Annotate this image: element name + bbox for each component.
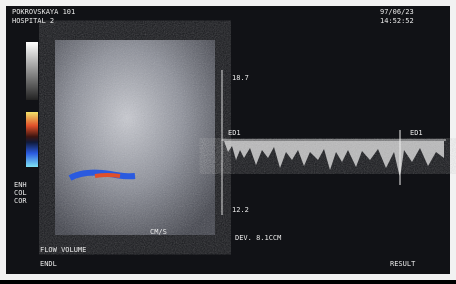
gray-scale-bar <box>26 42 38 100</box>
header-text: 97/06/23 <box>380 8 414 16</box>
color-flow <box>95 175 120 176</box>
footer-text: CM/S <box>150 228 167 236</box>
spectrum-noise <box>222 141 444 171</box>
color-scale-bar <box>26 112 38 167</box>
header-text: POKROVSKAYA 101 <box>12 8 75 16</box>
spectrum-label: ED1 <box>228 129 241 137</box>
side-label: ENH <box>14 181 27 189</box>
scale-label: 18.7 <box>232 74 249 82</box>
footer-text: RESULT <box>390 260 416 268</box>
ultrasound-screen: POKROVSKAYA 101 HOSPITAL 2 97/06/23 14:5… <box>0 0 456 280</box>
side-label: COL <box>14 189 27 197</box>
spectrum-label: ED1 <box>410 129 423 137</box>
speckle <box>55 40 215 235</box>
side-label: COR <box>14 197 27 205</box>
footer-text: ENDL <box>40 260 57 268</box>
footer-text: DEV. 8.1CCM <box>235 234 281 242</box>
header-text: 14:52:52 <box>380 17 414 25</box>
header-text: HOSPITAL 2 <box>12 17 54 25</box>
footer-text: FLOW VOLUME <box>40 246 86 254</box>
scale-label: 12.2 <box>232 206 249 214</box>
